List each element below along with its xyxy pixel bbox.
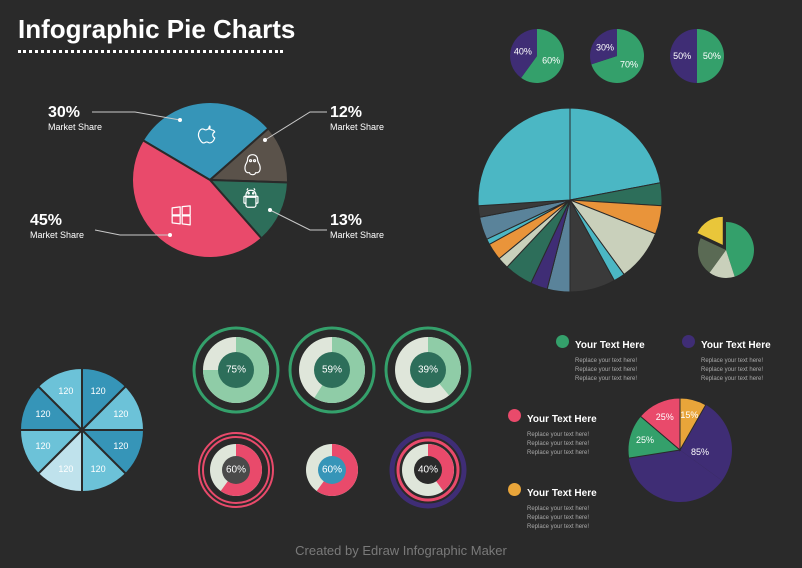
- slice-label: 120: [36, 441, 51, 451]
- legend-sub: Replace your text here!: [527, 514, 628, 523]
- callout-pct: 12%: [330, 104, 384, 122]
- credit-text: Created by Edraw Infographic Maker: [0, 543, 802, 558]
- mini-pie-label: 60%: [542, 56, 560, 66]
- slice-label: 120: [91, 464, 106, 474]
- mini-pie-label: 70%: [620, 60, 638, 70]
- mini-pie-label: 50%: [703, 51, 721, 61]
- mini-pie-label: 50%: [673, 51, 691, 61]
- legend-sub: Replace your text here!: [701, 375, 802, 384]
- legend-sub: Replace your text here!: [527, 440, 628, 449]
- legend-sub: Replace your text here!: [701, 366, 802, 375]
- leader-dot: [268, 208, 272, 212]
- mini-pie-label: 40%: [514, 46, 532, 56]
- callout-pct: 45%: [30, 212, 84, 230]
- leader-dot: [168, 233, 172, 237]
- market-callout: 30%Market Share: [48, 104, 102, 132]
- legend-dot: [508, 483, 521, 496]
- mini-pie-label: 30%: [596, 42, 614, 52]
- legend-item: Your Text HereReplace your text here!Rep…: [682, 335, 802, 384]
- legend-sub: Replace your text here!: [575, 366, 676, 375]
- gauge-label: 39%: [418, 365, 438, 376]
- legend-dot: [508, 409, 521, 422]
- legend-sub: Replace your text here!: [527, 523, 628, 532]
- legend-item: Your Text HereReplace your text here!Rep…: [508, 483, 628, 532]
- callout-pct: 13%: [330, 212, 384, 230]
- slice-label: 25%: [656, 412, 674, 422]
- pie-slice: [478, 108, 570, 206]
- legend-sub: Replace your text here!: [527, 449, 628, 458]
- gauge-label: 59%: [322, 365, 342, 376]
- gauge-label: 40%: [418, 465, 438, 476]
- leader-dot: [178, 118, 182, 122]
- legend-dot: [556, 335, 569, 348]
- slice-label: 15%: [680, 410, 698, 420]
- market-callout: 13%Market Share: [330, 212, 384, 240]
- legend-item: Your Text HereReplace your text here!Rep…: [508, 409, 628, 458]
- legend-title: Your Text Here: [575, 340, 645, 351]
- legend-title: Your Text Here: [701, 340, 771, 351]
- legend-title: Your Text Here: [527, 414, 597, 425]
- callout-sub: Market Share: [48, 122, 102, 132]
- gauge-label: 75%: [226, 365, 246, 376]
- callout-sub: Market Share: [330, 122, 384, 132]
- market-callout: 45%Market Share: [30, 212, 84, 240]
- slice-label: 85%: [691, 447, 709, 457]
- callout-sub: Market Share: [30, 230, 84, 240]
- callout-sub: Market Share: [330, 230, 384, 240]
- slice-label: 120: [58, 464, 73, 474]
- market-callout: 12%Market Share: [330, 104, 384, 132]
- legend-dot: [682, 335, 695, 348]
- slice-label: 120: [113, 409, 128, 419]
- legend-sub: Replace your text here!: [527, 505, 628, 514]
- gauge-label: 60%: [322, 465, 342, 476]
- slice-label: 25%: [636, 435, 654, 445]
- legend-sub: Replace your text here!: [575, 375, 676, 384]
- gauge-label: 60%: [226, 465, 246, 476]
- legend-sub: Replace your text here!: [575, 357, 676, 366]
- legend-sub: Replace your text here!: [527, 431, 628, 440]
- chart-canvas: 60% 40% 70% 30% 50% 50% 120 120 120 120 120 120 120 1…: [0, 0, 802, 568]
- leader-dot: [263, 138, 267, 142]
- slice-label: 120: [113, 441, 128, 451]
- slice-label: 120: [91, 386, 106, 396]
- slice-label: 120: [58, 386, 73, 396]
- legend-sub: Replace your text here!: [701, 357, 802, 366]
- legend-title: Your Text Here: [527, 488, 597, 499]
- callout-pct: 30%: [48, 104, 102, 122]
- legend-item: Your Text HereReplace your text here!Rep…: [556, 335, 676, 384]
- slice-label: 120: [36, 409, 51, 419]
